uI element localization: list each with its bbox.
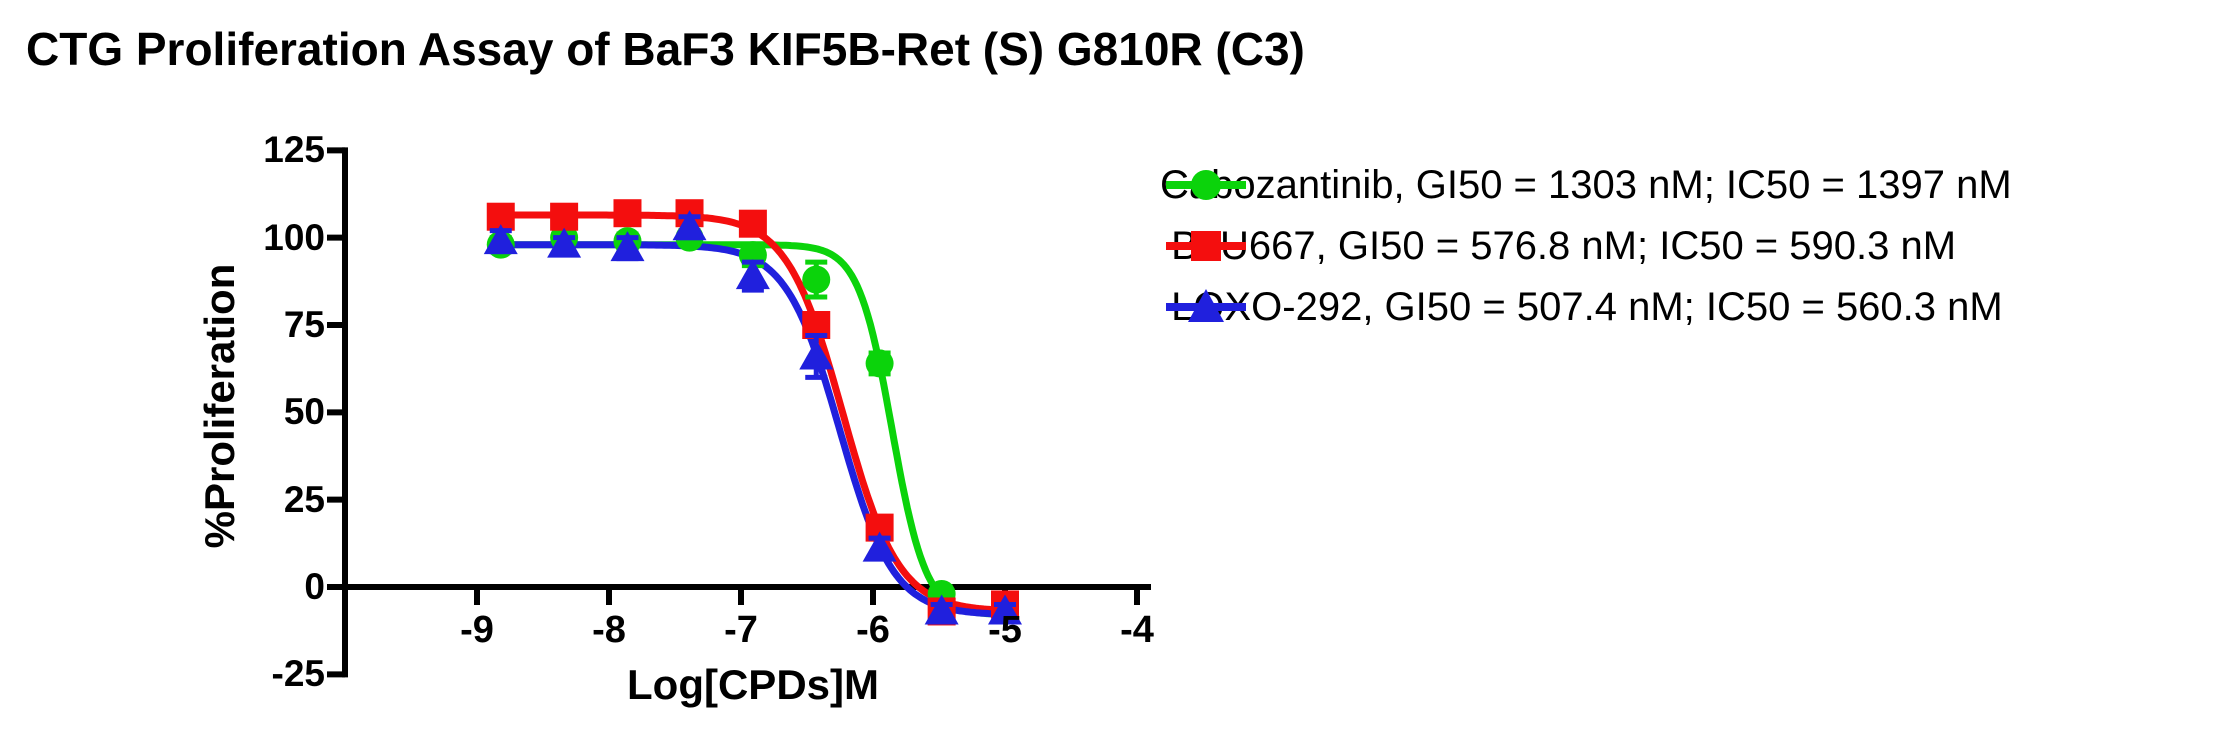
legend-item-loxo-292: LOXO-292, GI50 = 507.4 nM; IC50 = 560.3 … <box>1160 282 2003 332</box>
fit-curve-loxo-292 <box>494 241 1014 618</box>
x-tick-label: -8 <box>592 609 626 651</box>
x-tick-label: -4 <box>1120 609 1154 651</box>
data-point-loxo-292 <box>862 531 897 562</box>
legend-label: LOXO-292, GI50 = 507.4 nM; IC50 = 560.3 … <box>1160 285 2003 329</box>
square-marker-icon <box>1166 231 1246 261</box>
y-tick-label: 100 <box>263 216 325 258</box>
data-point-loxo-292 <box>735 259 770 290</box>
chart-title: CTG Proliferation Assay of BaF3 KIF5B-Re… <box>26 23 1305 75</box>
data-point-loxo-292 <box>672 210 707 241</box>
y-tick-label: 25 <box>283 478 325 520</box>
data-point-cabozantinib <box>865 349 894 378</box>
y-tick-label: 0 <box>304 566 325 607</box>
data-point-blu667 <box>613 199 642 228</box>
y-tick-label: -25 <box>271 653 325 695</box>
x-tick-label: -6 <box>856 609 890 651</box>
data-point-loxo-292 <box>610 231 645 262</box>
triangle-marker-icon <box>1166 289 1246 322</box>
data-point-loxo-292 <box>988 594 1022 625</box>
data-point-loxo-292 <box>799 339 834 370</box>
data-point-blu667 <box>550 202 579 231</box>
y-tick-label: 75 <box>283 304 325 345</box>
data-point-loxo-292 <box>924 594 959 625</box>
legend-label: BLU667, GI50 = 576.8 nM; IC50 = 590.3 nM <box>1160 224 1957 268</box>
data-point-blu667 <box>738 209 767 238</box>
data-point-loxo-292 <box>547 227 582 258</box>
legend-item-blu667: BLU667, GI50 = 576.8 nM; IC50 = 590.3 nM <box>1160 221 1956 271</box>
legend-item-cabozantinib: Cabozantinib, GI50 = 1303 nM; IC50 = 139… <box>1160 160 2012 210</box>
x-tick-label: -5 <box>988 609 1022 651</box>
data-point-cabozantinib <box>802 265 831 294</box>
circle-marker-icon <box>1166 170 1246 200</box>
legend-label: Cabozantinib, GI50 = 1303 nM; IC50 = 139… <box>1160 163 2012 207</box>
data-point-loxo-292 <box>483 224 518 255</box>
x-axis-title: Log[CPDs]M <box>627 661 879 708</box>
y-tick-label: 125 <box>263 129 325 171</box>
fit-curve-cabozantinib <box>494 241 1014 619</box>
y-tick-label: 50 <box>283 391 325 433</box>
x-tick-label: -9 <box>460 609 494 651</box>
x-tick-label: -7 <box>724 609 758 651</box>
